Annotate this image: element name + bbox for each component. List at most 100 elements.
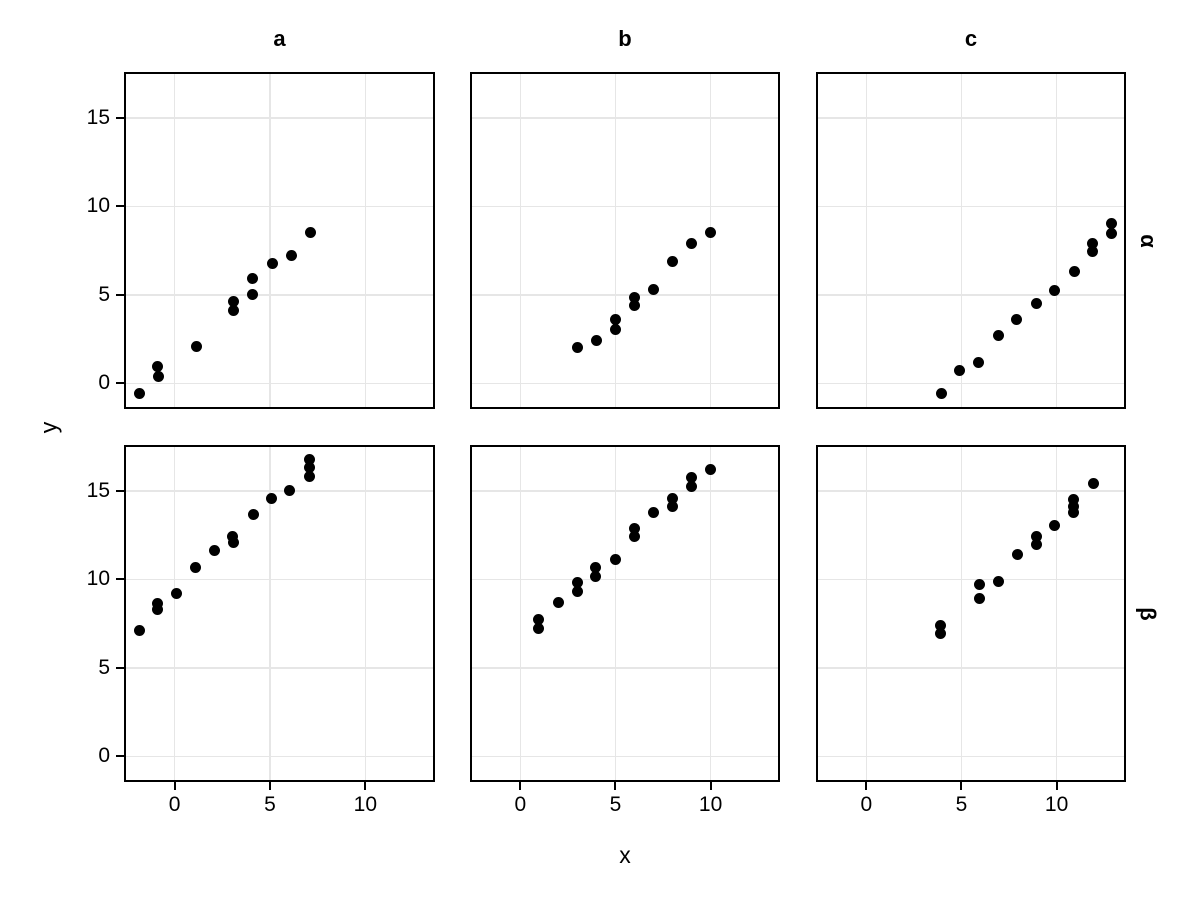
y-tick-mark-10 bbox=[116, 205, 124, 208]
gridline-x-10 bbox=[364, 72, 367, 409]
y-tick-mark-15 bbox=[116, 489, 124, 492]
scatter-point bbox=[993, 330, 1005, 342]
gridline-y-0 bbox=[470, 755, 780, 758]
panel-a-α bbox=[124, 72, 435, 409]
scatter-point bbox=[1049, 284, 1061, 296]
scatter-point bbox=[1068, 494, 1080, 506]
scatter-point bbox=[993, 575, 1005, 587]
scatter-point bbox=[1068, 500, 1080, 512]
facet-strip-label: c bbox=[964, 26, 978, 51]
gridline-y-15 bbox=[470, 490, 780, 492]
gridline-y-10 bbox=[124, 205, 435, 208]
gridline-y-5 bbox=[816, 294, 1126, 296]
scatter-point bbox=[190, 562, 202, 574]
y-tick-label-15: 15 bbox=[86, 478, 110, 502]
scatter-point bbox=[974, 579, 986, 591]
scatter-point bbox=[609, 323, 621, 335]
gridline-y-10 bbox=[470, 205, 780, 208]
x-tick-mark-5 bbox=[268, 782, 271, 790]
gridline-y-10 bbox=[816, 205, 1126, 208]
panel-b-α bbox=[470, 72, 780, 409]
scatter-point bbox=[571, 342, 583, 354]
scatter-point bbox=[532, 613, 544, 625]
panel-border bbox=[124, 445, 435, 782]
facet-strip-label: β bbox=[1136, 606, 1161, 621]
x-tick-label-10: 10 bbox=[353, 793, 378, 816]
x-axis-title: x bbox=[619, 842, 631, 868]
gridline-y-0 bbox=[816, 382, 1126, 385]
facet-strip-row-beta: β bbox=[1133, 445, 1163, 782]
gridline-y-0 bbox=[816, 755, 1126, 758]
scatter-point bbox=[267, 257, 279, 269]
x-tick-label-10: 10 bbox=[698, 793, 723, 816]
y-tick-mark-5 bbox=[116, 293, 124, 296]
panel-c-β bbox=[816, 445, 1126, 782]
scatter-point bbox=[973, 356, 985, 368]
scatter-point bbox=[1068, 506, 1080, 518]
y-tick-label-0: 0 bbox=[98, 744, 110, 768]
y-tick-mark-15 bbox=[116, 116, 124, 119]
scatter-point bbox=[1087, 246, 1099, 258]
gridline-y-15 bbox=[816, 117, 1126, 119]
scatter-point bbox=[247, 272, 259, 284]
gridline-y-10 bbox=[470, 578, 780, 581]
scatter-point bbox=[1031, 538, 1043, 550]
scatter-point bbox=[935, 619, 947, 631]
scatter-point bbox=[935, 627, 947, 639]
y-tick-label-5: 5 bbox=[98, 282, 110, 306]
scatter-point bbox=[609, 554, 621, 566]
facet-strip-label: b bbox=[618, 26, 632, 51]
x-tick-mark-0 bbox=[865, 782, 868, 790]
facet-strip-col-a: a bbox=[124, 24, 435, 54]
scatter-point bbox=[552, 596, 564, 608]
y-tick-mark-5 bbox=[116, 666, 124, 669]
scatter-point bbox=[974, 593, 986, 605]
scatter-point bbox=[667, 255, 679, 267]
gridline-x-0 bbox=[865, 445, 868, 782]
facet-strip-col-c: c bbox=[816, 24, 1126, 54]
gridline-y-15 bbox=[124, 117, 435, 119]
scatter-point bbox=[1011, 314, 1023, 326]
gridline-y-15 bbox=[470, 117, 780, 119]
scatter-point bbox=[228, 305, 240, 317]
gridline-x-5 bbox=[269, 72, 271, 409]
scatter-point bbox=[686, 238, 698, 250]
scatter-point bbox=[1012, 549, 1024, 561]
x-tick-mark-10 bbox=[364, 782, 367, 790]
scatter-point bbox=[152, 370, 164, 382]
x-tick-label-5: 5 bbox=[955, 793, 968, 816]
x-tick-mark-0 bbox=[519, 782, 522, 790]
scatter-point bbox=[629, 522, 640, 534]
scatter-point bbox=[1087, 238, 1099, 250]
scatter-point bbox=[1106, 228, 1118, 240]
gridline-y-10 bbox=[816, 578, 1126, 581]
gridline-x-5 bbox=[960, 72, 963, 409]
scatter-point bbox=[667, 501, 679, 513]
facet-strip-label: a bbox=[273, 26, 286, 51]
scatter-point bbox=[1031, 530, 1043, 542]
scatter-point bbox=[590, 335, 602, 347]
panel-border bbox=[470, 445, 780, 782]
scatter-point bbox=[571, 586, 583, 598]
scatter-point bbox=[1031, 298, 1043, 310]
facet-strip-col-b: b bbox=[470, 24, 780, 54]
gridline-x-0 bbox=[173, 72, 176, 409]
y-tick-label-5: 5 bbox=[98, 655, 110, 679]
scatter-point bbox=[705, 464, 717, 476]
x-tick-label-0: 0 bbox=[514, 793, 527, 816]
y-axis-title: y bbox=[35, 421, 62, 433]
x-tick-label-0: 0 bbox=[168, 793, 181, 816]
scatter-point bbox=[248, 509, 260, 521]
gridline-x-0 bbox=[519, 72, 522, 409]
x-tick-label-5: 5 bbox=[609, 793, 622, 816]
y-tick-label-10: 10 bbox=[86, 567, 110, 591]
scatter-point bbox=[133, 625, 145, 637]
y-tick-mark-10 bbox=[116, 578, 124, 581]
scatter-point bbox=[151, 604, 163, 616]
scatter-point bbox=[609, 314, 621, 326]
scatter-point bbox=[286, 249, 298, 261]
scatter-point bbox=[303, 471, 315, 483]
scatter-point bbox=[686, 481, 698, 493]
gridline-y-10 bbox=[124, 578, 435, 581]
gridline-x-0 bbox=[519, 445, 522, 782]
